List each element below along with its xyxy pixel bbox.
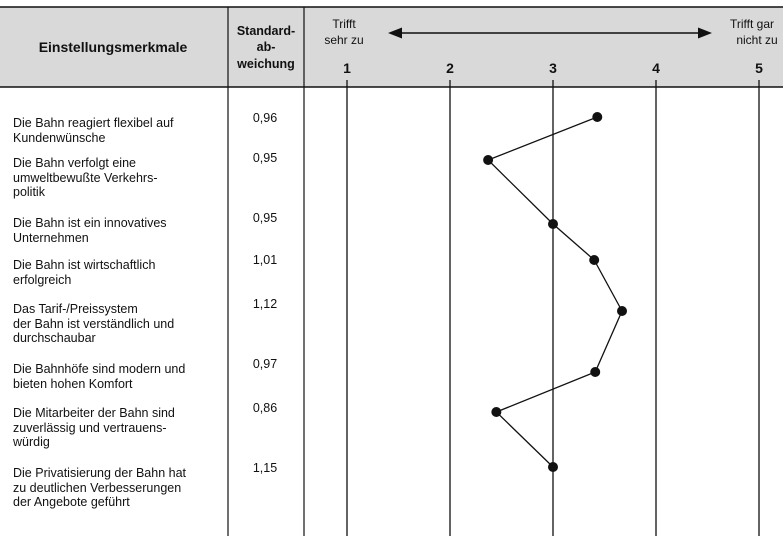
row-std-dev-6: 0,97 <box>252 357 278 371</box>
header: Einstellungsmerkmale Standard- ab- weich… <box>0 6 783 536</box>
row-label-5: Das Tarif-/Preissystem der Bahn ist vers… <box>13 302 175 345</box>
data-point-3 <box>548 219 558 229</box>
row-std-dev-2: 0,95 <box>252 151 278 165</box>
anchor-right-line1: Trifft gar <box>730 17 774 31</box>
row-std-dev-7: 0,86 <box>252 401 278 415</box>
scale-arrow-right-head <box>698 27 712 39</box>
anchor-right-line2: nicht zu <box>736 33 777 47</box>
column-header-sd-line1: Standard- <box>237 24 295 38</box>
row-label-2: Die Bahn verfolgt eine umweltbewußte Ver… <box>13 156 158 199</box>
tick-label-4: 4 <box>652 60 660 76</box>
data-point-4 <box>589 255 600 265</box>
row-label-1: Die Bahn reagiert flexibel auf Kundenwün… <box>13 116 174 145</box>
scale-arrow-left-head <box>388 27 402 39</box>
anchor-left-line1: Trifft <box>332 17 356 31</box>
data-point-1 <box>592 112 603 122</box>
tick-label-1: 1 <box>343 60 351 76</box>
data-point-7 <box>491 407 502 417</box>
column-header-attributes: Einstellungsmerkmale <box>39 39 188 55</box>
row-label-7: Die Mitarbeiter der Bahn sind zuverlässi… <box>13 406 175 449</box>
row-label-3: Die Bahn ist ein innovatives Unternehmen <box>13 216 167 245</box>
header-background <box>0 7 783 87</box>
x-axis-ticks: 1 2 3 4 5 <box>343 60 763 76</box>
row-std-dev-5: 1,12 <box>252 297 278 311</box>
profile-line <box>486 116 623 468</box>
data-point-6 <box>590 367 601 377</box>
row-std-dev-3: 0,95 <box>252 211 278 225</box>
tick-label-3: 3 <box>549 60 557 76</box>
row-std-dev-4: 1,01 <box>252 253 278 267</box>
tick-label-2: 2 <box>446 60 454 76</box>
anchor-left-line2: sehr zu <box>324 33 363 47</box>
row-label-8: Die Privatisierung der Bahn hat zu deutl… <box>13 466 187 509</box>
row-label-6: Die Bahnhöfe sind modern und bieten hohe… <box>13 362 186 391</box>
column-header-sd-line2: ab- <box>257 40 276 54</box>
row-std-dev-8: 1,15 <box>252 461 278 475</box>
column-header-sd-line3: weichung <box>236 57 295 71</box>
grid <box>346 80 760 536</box>
data-point-8 <box>548 462 558 472</box>
row-label-4: Die Bahn ist wirtschaftlich erfolgreich <box>13 258 156 287</box>
tick-label-5: 5 <box>755 60 763 76</box>
series <box>483 112 628 472</box>
row-std-dev-1: 0,96 <box>252 111 278 125</box>
data-point-2 <box>483 155 494 165</box>
data-point-5 <box>617 306 628 316</box>
